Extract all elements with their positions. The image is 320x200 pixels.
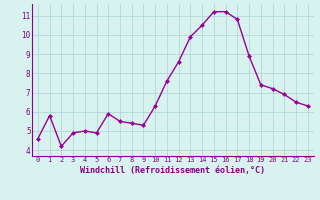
X-axis label: Windchill (Refroidissement éolien,°C): Windchill (Refroidissement éolien,°C) [80, 166, 265, 175]
